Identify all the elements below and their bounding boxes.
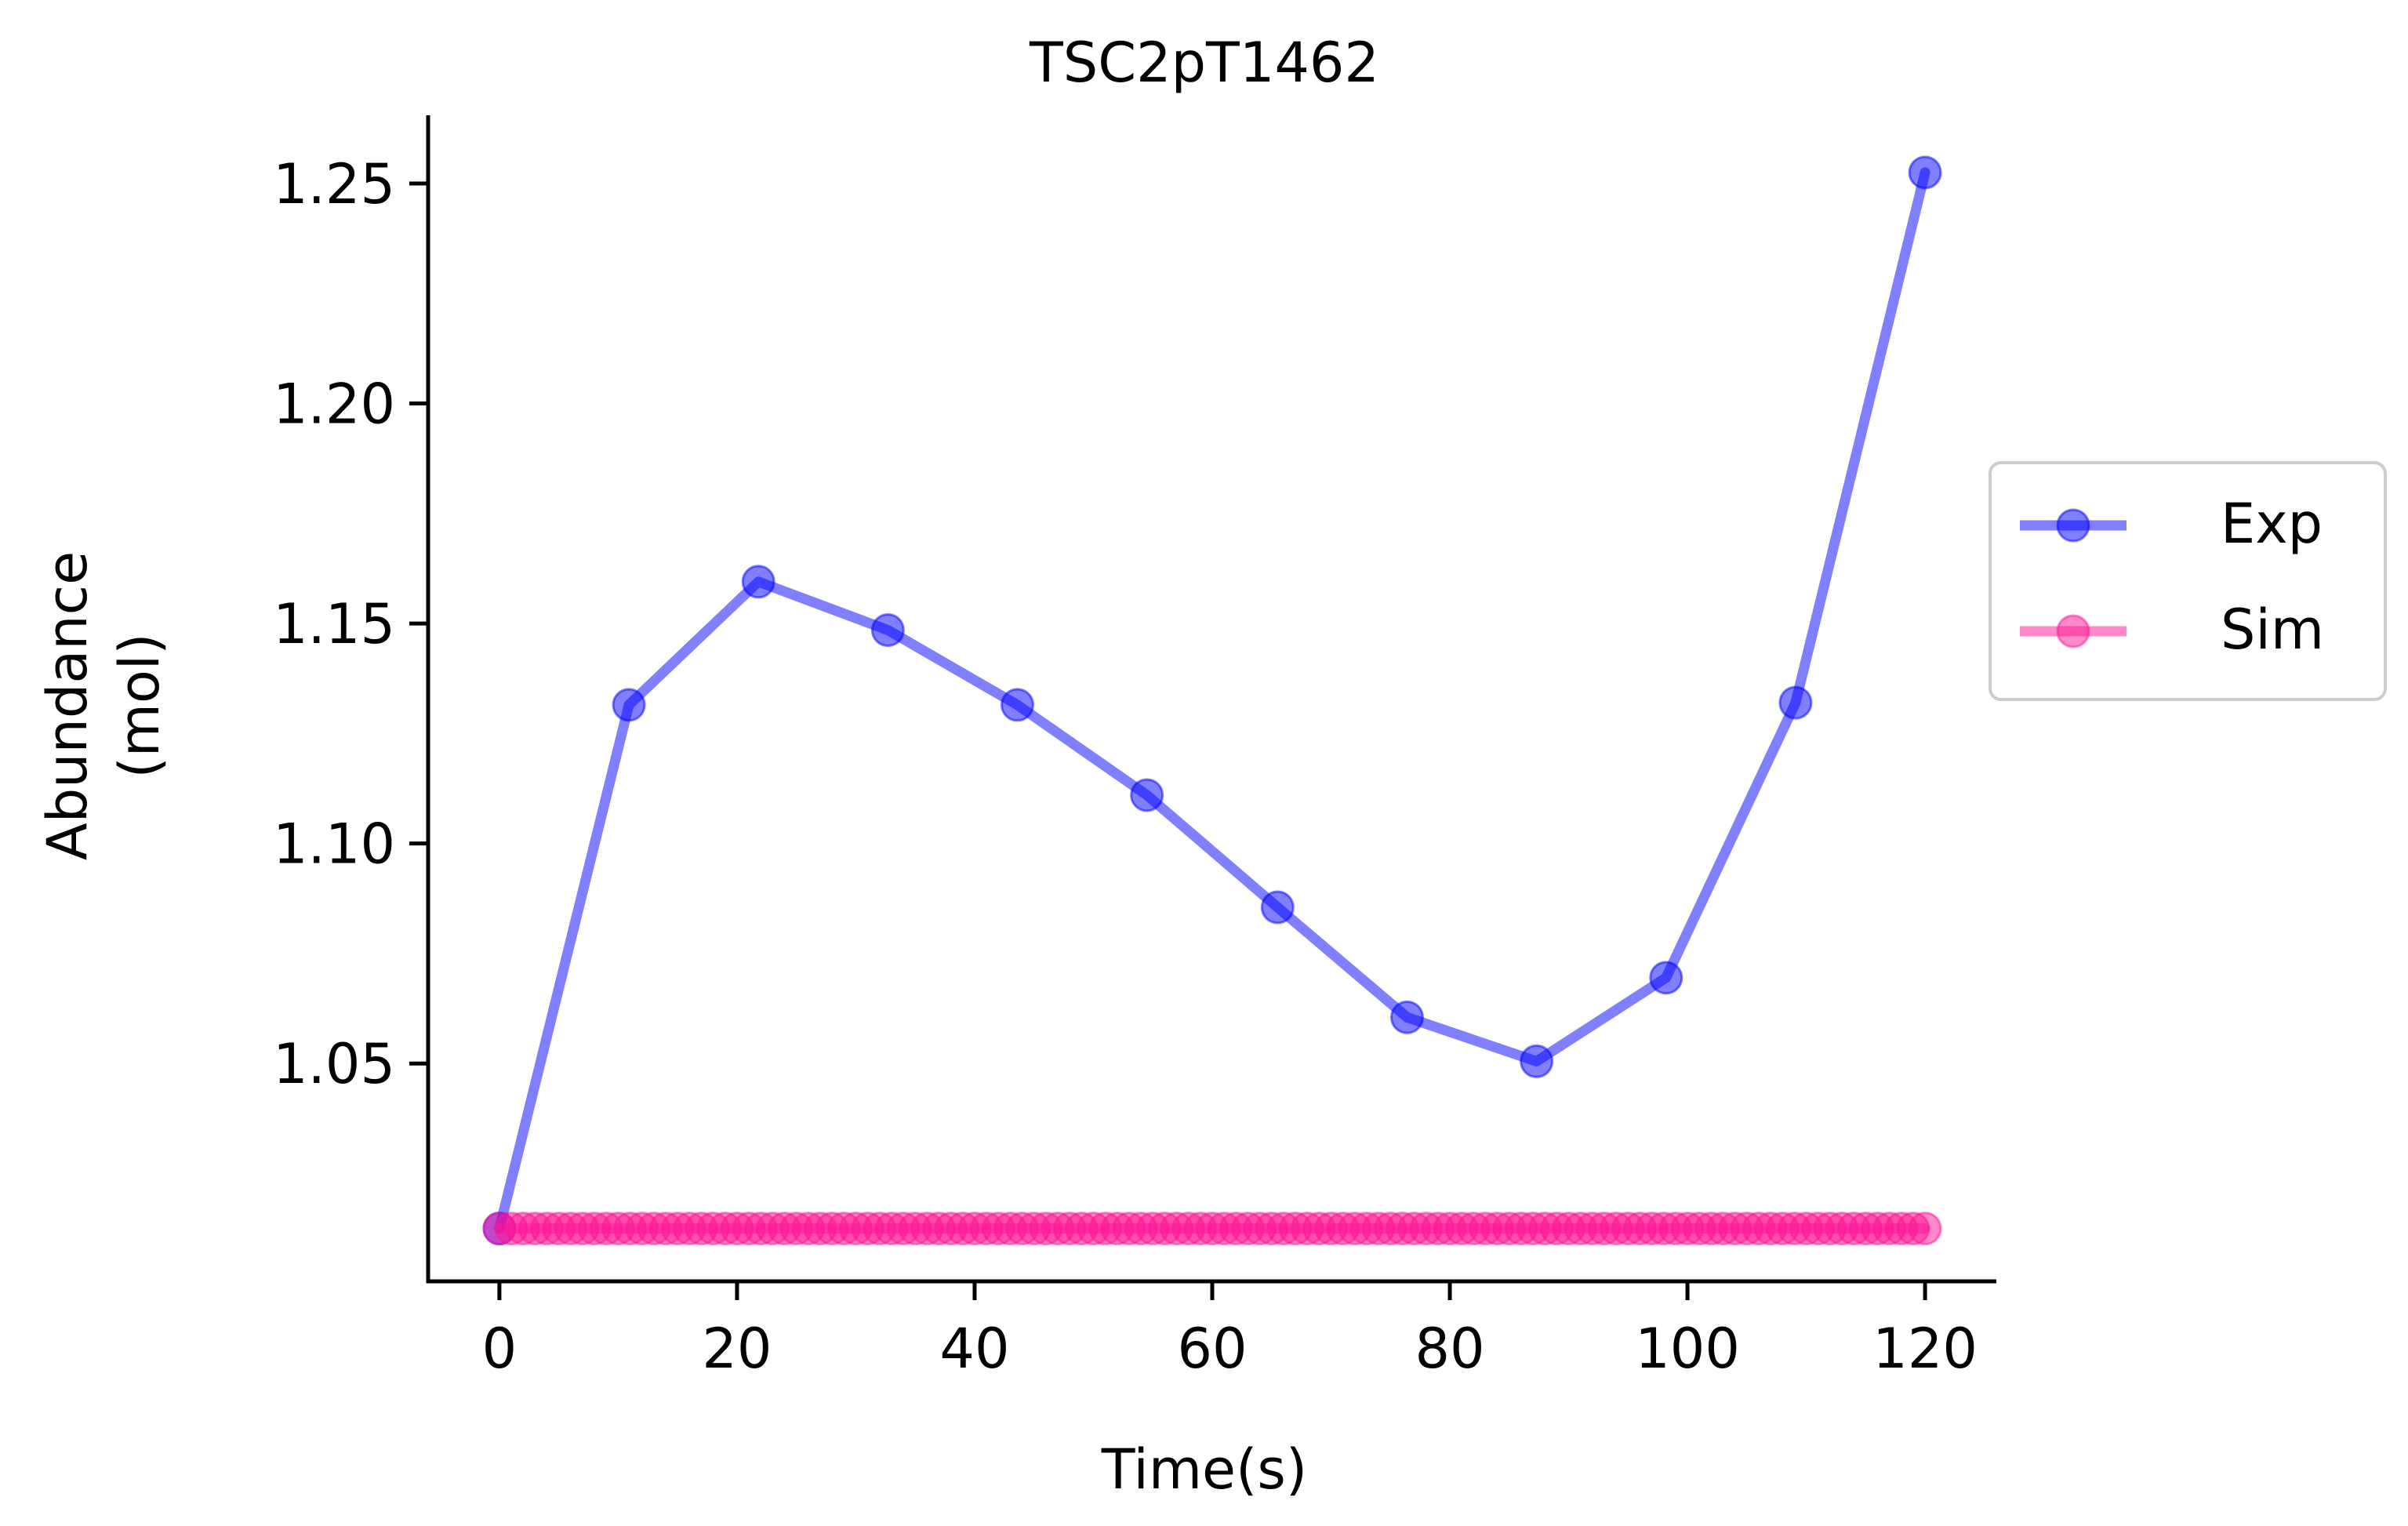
y-axis-label: Abundance (mol): [35, 551, 172, 860]
data-point-exp: [1260, 890, 1295, 925]
chart-title: TSC2pT1462: [1029, 31, 1379, 95]
data-point-exp: [612, 688, 646, 722]
data-point-exp: [1649, 961, 1683, 995]
data-point-exp: [1908, 155, 1942, 190]
y-tick-label: 1.05: [273, 1032, 395, 1096]
axes: 0 20 40 60 80 100 120 1.05 1.10 1.15 1.20 1.25: [273, 115, 1996, 1381]
y-tick-label: 1.10: [273, 812, 395, 877]
legend-marker-exp: [2056, 508, 2090, 543]
x-tick-label: 40: [939, 1317, 1009, 1381]
plot-area: [482, 155, 1942, 1246]
y-tick-label: 1.25: [273, 152, 395, 216]
data-point-sim: [1908, 1212, 1942, 1246]
legend-label-exp: Exp: [2221, 492, 2323, 556]
legend-label-sim: Sim: [2221, 598, 2324, 662]
x-axis-label: Time(s): [1101, 1437, 1307, 1502]
x-tick-label: 0: [482, 1317, 518, 1381]
x-tick-label: 20: [702, 1317, 772, 1381]
data-point-exp: [741, 565, 775, 599]
x-tick-label: 100: [1635, 1317, 1740, 1381]
series-line-exp: [494, 167, 1930, 1234]
x-tick-label: 120: [1872, 1317, 1978, 1381]
data-point-exp: [870, 613, 905, 648]
y-tick-label: 1.15: [273, 592, 395, 656]
data-point-exp: [1130, 778, 1164, 812]
data-point-exp: [1778, 685, 1813, 720]
x-tick-label: 60: [1177, 1317, 1247, 1381]
x-tick-label: 80: [1415, 1317, 1484, 1381]
legend-frame: [1989, 461, 2387, 701]
legend: Exp Sim: [1989, 461, 2387, 701]
data-point-exp: [1001, 688, 1035, 722]
legend-marker-sim: [2056, 614, 2090, 649]
y-axis-label-line-2: (mol): [107, 633, 172, 778]
data-point-exp: [1520, 1044, 1554, 1078]
y-axis-label-line-1: Abundance: [35, 551, 100, 860]
y-tick-label: 1.20: [273, 372, 395, 437]
data-point-exp: [1389, 1000, 1424, 1034]
